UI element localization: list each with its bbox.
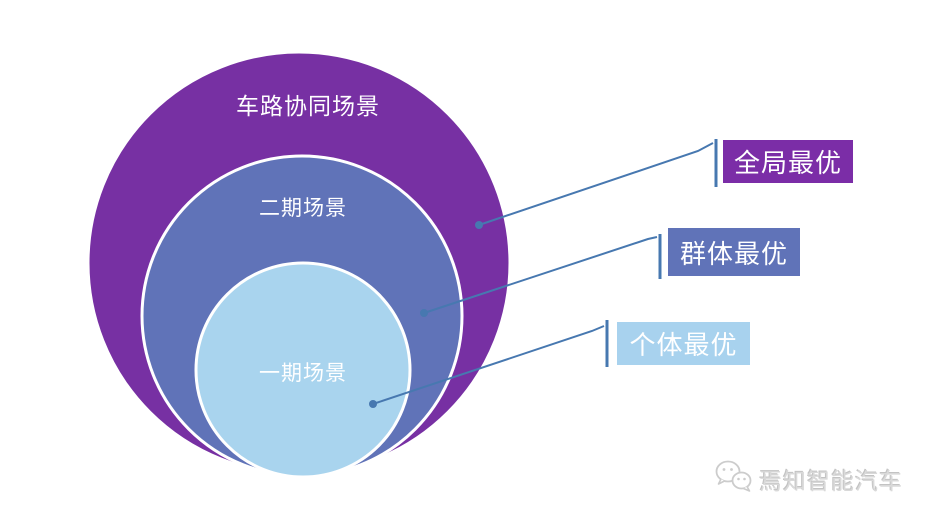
callout-line-group [423, 236, 658, 314]
watermark: 焉知智能汽车 [712, 458, 903, 499]
middle-circle-label: 二期场景 [259, 197, 347, 220]
inner-circle [194, 261, 412, 479]
callout-line-global [478, 142, 714, 226]
callout-dot-global [475, 221, 483, 229]
outer-circle-label: 车路协同场景 [236, 93, 380, 119]
callout-box-group-optimum: 群体最优 [668, 228, 800, 276]
inner-circle-label: 一期场景 [259, 362, 347, 385]
callout-line-individual [372, 325, 605, 405]
wechat-logo-icon [712, 458, 754, 499]
watermark-text: 焉知智能汽车 [759, 467, 903, 494]
callout-dot-group [420, 309, 428, 317]
callout-box-individual-optimum: 个体最优 [617, 322, 750, 365]
callout-dot-individual [369, 400, 377, 408]
callout-box-global-optimum: 全局最优 [723, 140, 853, 183]
